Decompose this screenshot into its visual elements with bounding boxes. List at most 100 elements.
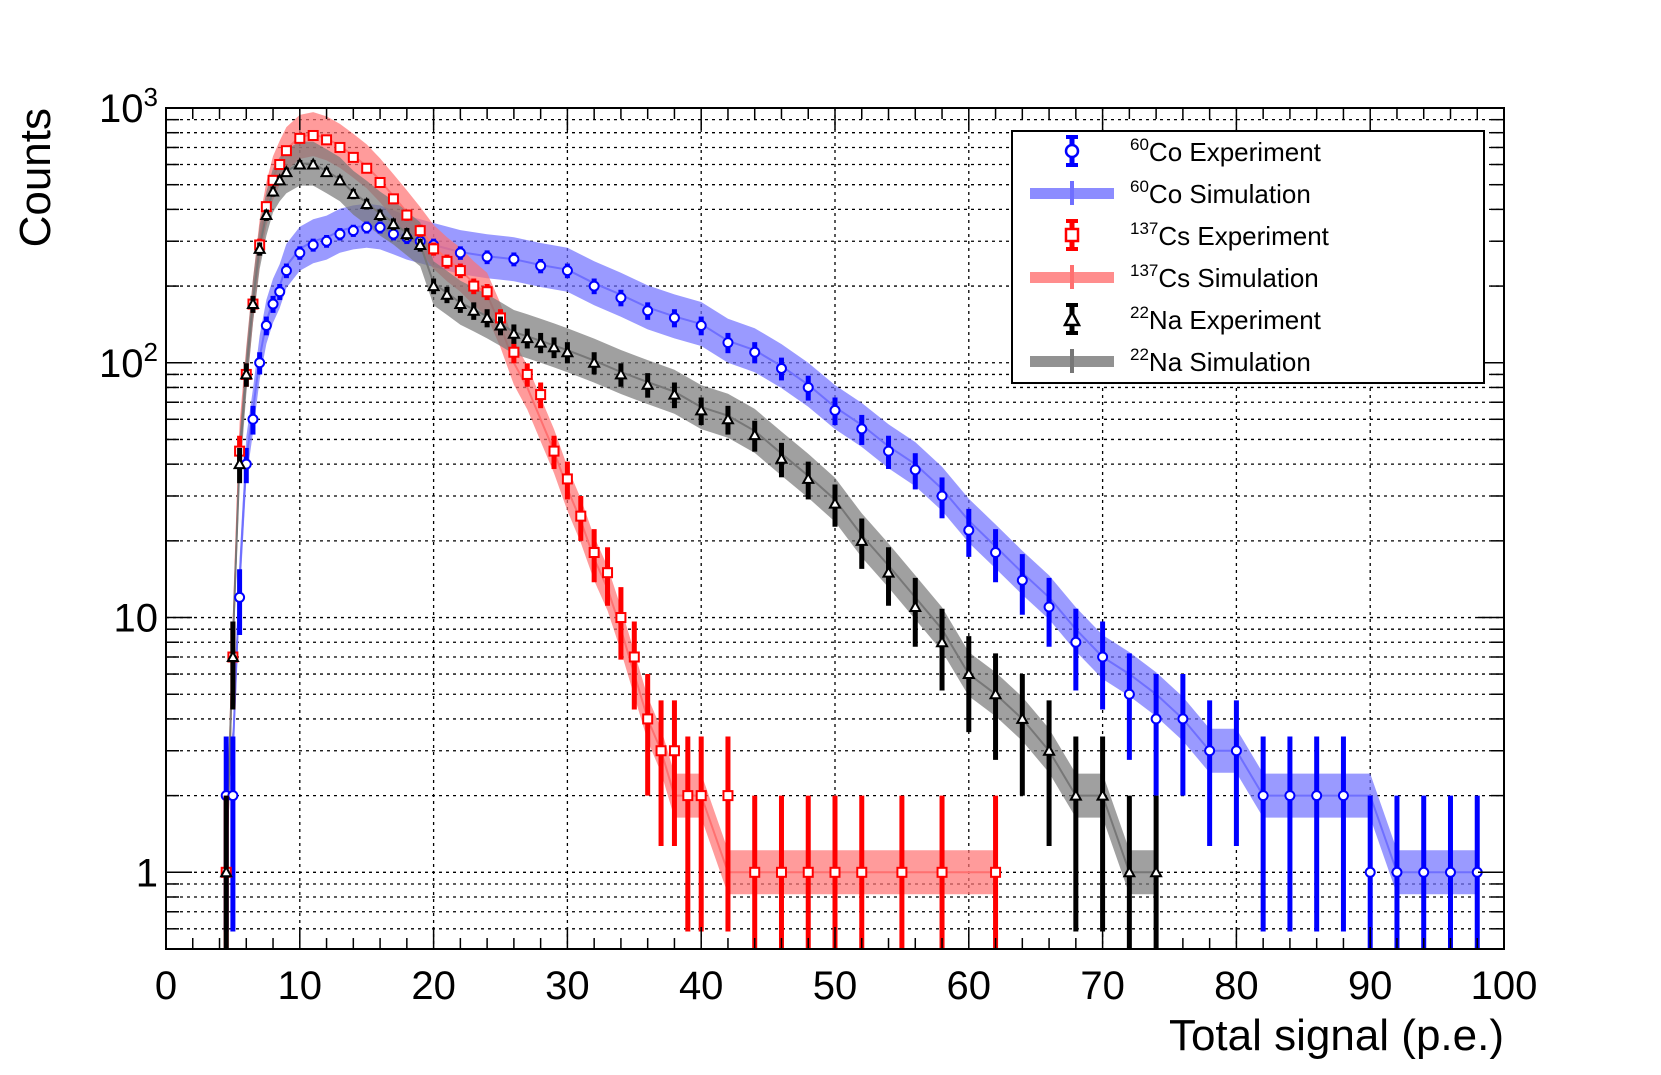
square-marker xyxy=(402,211,411,220)
legend-square-icon xyxy=(1066,229,1078,241)
data-point xyxy=(362,164,371,173)
circle-marker xyxy=(509,255,518,264)
square-marker xyxy=(536,390,545,399)
square-marker xyxy=(275,160,284,169)
circle-marker xyxy=(335,230,344,239)
circle-marker xyxy=(1259,791,1268,800)
square-marker xyxy=(349,153,358,162)
circle-marker xyxy=(322,237,331,246)
circle-marker xyxy=(1312,791,1321,800)
circle-marker xyxy=(697,321,706,330)
legend-label: 60Co Simulation xyxy=(1130,177,1311,209)
legend-label: 137Cs Experiment xyxy=(1130,219,1330,251)
x-tick-label: 100 xyxy=(1471,964,1538,1008)
square-marker xyxy=(697,791,706,800)
square-marker xyxy=(376,178,385,187)
square-marker xyxy=(938,868,947,877)
legend-isotope-mass: 60 xyxy=(1130,177,1149,196)
square-marker xyxy=(991,868,1000,877)
circle-marker xyxy=(670,313,679,322)
legend-series-name: Cs Simulation xyxy=(1158,263,1318,293)
circle-marker xyxy=(1152,714,1161,723)
x-tick-label: 10 xyxy=(278,964,323,1008)
legend-entry: 60Co Simulation xyxy=(1030,177,1311,209)
circle-marker xyxy=(275,287,284,296)
legend-isotope-mass: 137 xyxy=(1130,261,1158,280)
data-point xyxy=(442,255,451,269)
circle-marker xyxy=(1285,791,1294,800)
y-axis-title: Counts xyxy=(11,108,60,247)
circle-marker xyxy=(643,306,652,315)
data-point xyxy=(362,222,371,234)
legend-circle-icon xyxy=(1066,145,1078,157)
data-point xyxy=(376,222,385,234)
square-marker xyxy=(389,194,398,203)
y-tick-base: 10 xyxy=(114,597,159,641)
circle-marker xyxy=(964,526,973,535)
circle-marker xyxy=(777,364,786,373)
legend-label: 22Na Simulation xyxy=(1130,345,1311,377)
x-tick-label: 40 xyxy=(679,964,724,1008)
circle-marker xyxy=(1125,690,1134,699)
square-marker xyxy=(857,868,866,877)
x-axis-title: Total signal (p.e.) xyxy=(1169,1011,1504,1060)
data-point xyxy=(402,210,411,221)
circle-marker xyxy=(376,223,385,232)
square-marker xyxy=(550,447,559,456)
y-tick-exponent: 3 xyxy=(144,82,158,112)
data-point xyxy=(322,135,331,144)
y-tick-label: 1 xyxy=(136,851,158,895)
square-marker xyxy=(723,791,732,800)
data-point xyxy=(349,153,358,162)
circle-marker xyxy=(1071,638,1080,647)
legend-series-name: Na Experiment xyxy=(1149,305,1322,335)
y-tick-exponent: 2 xyxy=(144,337,158,367)
square-marker xyxy=(335,143,344,152)
x-tick-label: 90 xyxy=(1348,964,1393,1008)
x-tick-label: 50 xyxy=(813,964,858,1008)
circle-marker xyxy=(1339,791,1348,800)
circle-marker xyxy=(1098,653,1107,662)
x-tick-label: 60 xyxy=(947,964,992,1008)
square-marker xyxy=(563,474,572,483)
square-marker xyxy=(643,714,652,723)
legend-box xyxy=(1012,131,1484,383)
circle-marker xyxy=(1205,746,1214,755)
square-marker xyxy=(483,287,492,296)
legend-series-name: Co Simulation xyxy=(1149,179,1311,209)
legend-series-name: Na Simulation xyxy=(1149,347,1311,377)
circle-marker xyxy=(389,230,398,239)
circle-marker xyxy=(804,383,813,392)
circle-marker xyxy=(349,226,358,235)
legend-entry: 137Cs Simulation xyxy=(1030,261,1319,293)
square-marker xyxy=(576,512,585,521)
data-point xyxy=(335,228,344,240)
square-marker xyxy=(429,244,438,253)
circle-marker xyxy=(295,248,304,257)
circle-marker xyxy=(884,447,893,456)
legend-isotope-mass: 60 xyxy=(1130,135,1149,154)
circle-marker xyxy=(1392,868,1401,877)
legend-isotope-mass: 137 xyxy=(1130,219,1158,238)
legend-series-name: Cs Experiment xyxy=(1158,221,1329,251)
data-point xyxy=(456,264,465,279)
square-marker xyxy=(897,868,906,877)
circle-marker xyxy=(831,406,840,415)
circle-marker xyxy=(456,248,465,257)
data-point xyxy=(309,131,318,140)
circle-marker xyxy=(1366,868,1375,877)
x-tick-label: 70 xyxy=(1080,964,1125,1008)
circle-marker xyxy=(536,261,545,270)
square-marker xyxy=(804,868,813,877)
legend-entry: 22Na Simulation xyxy=(1030,345,1311,377)
square-marker xyxy=(456,266,465,275)
circle-marker xyxy=(938,491,947,500)
square-marker xyxy=(630,653,639,662)
square-marker xyxy=(657,746,666,755)
square-marker xyxy=(670,746,679,755)
data-point xyxy=(429,242,438,255)
square-marker xyxy=(523,370,532,379)
square-marker xyxy=(831,868,840,877)
square-marker xyxy=(442,257,451,266)
circle-marker xyxy=(255,358,264,367)
